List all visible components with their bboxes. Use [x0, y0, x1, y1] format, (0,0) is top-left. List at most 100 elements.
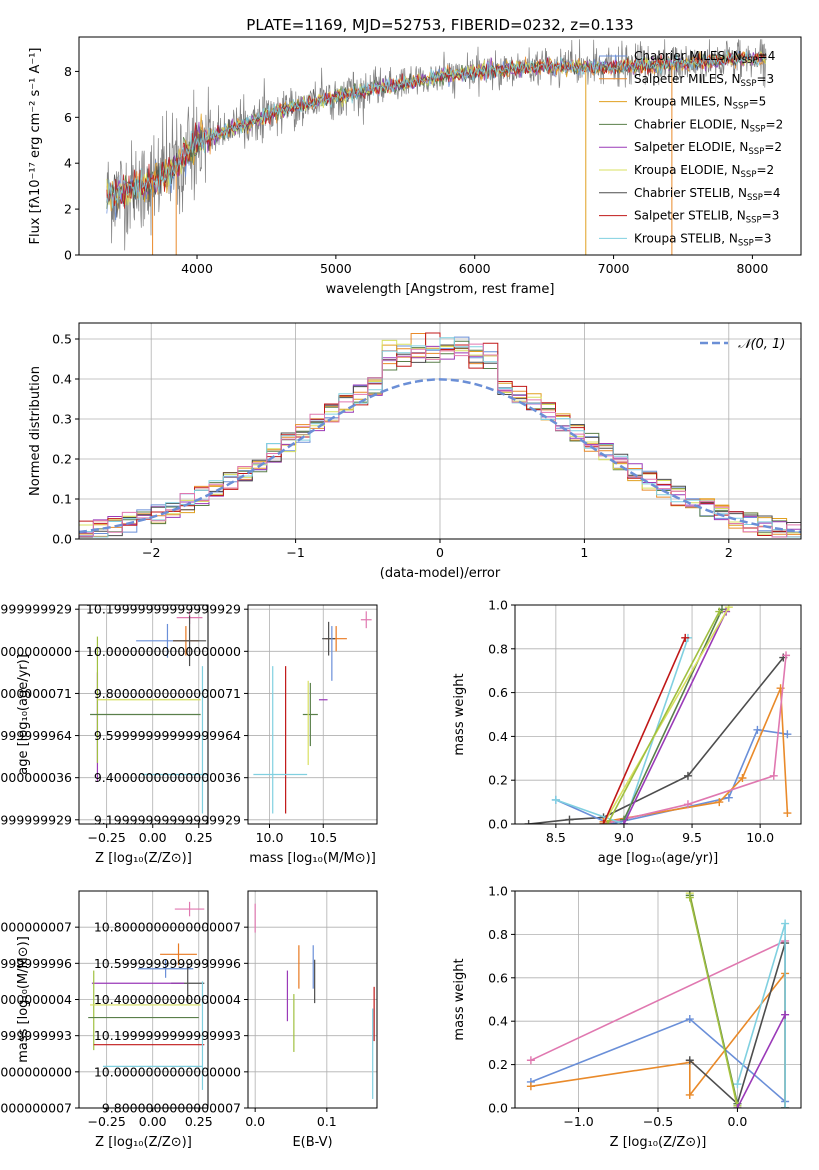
x-tick-label: 0.1: [317, 1114, 337, 1129]
series-marker: [733, 1104, 742, 1108]
y-axis-label: Flux [fλ10⁻¹⁷ erg cm⁻² s⁻¹ A⁻¹]: [28, 48, 43, 245]
y-tick-label: 0.2: [488, 1057, 508, 1072]
panel-mass_weight_vs_age: 8.5 9.0 9.5 10.0 0.0 0.2 0.4 0.6 0.8 1.0 age [log₁…: [452, 598, 802, 866]
y-tick-label: 0.4: [488, 729, 508, 744]
y-tick-label: 0.2: [488, 773, 508, 788]
x-tick-label: −1: [286, 545, 304, 560]
axes-frame: [247, 604, 378, 825]
y-tick-label: 0: [64, 248, 72, 263]
series-marker: [619, 820, 628, 824]
y-tick-label: 8: [64, 64, 72, 79]
plot-area: [253, 611, 372, 814]
y-tick-label: 10.19999999999999929: [86, 602, 241, 617]
series-marker: [603, 820, 612, 824]
y-tick-label: 9.19999999999999929: [94, 812, 241, 827]
x-tick-label: 0.25: [185, 1114, 213, 1129]
x-axis-label: Z [log₁₀(Z/Z⊙)]: [95, 1135, 192, 1150]
y-axis-label: mass weight: [452, 673, 467, 755]
mass-weight-series-line: [528, 657, 784, 824]
series-marker: [783, 809, 792, 818]
axes-frame: [78, 36, 802, 256]
x-tick-label: −0.25: [87, 830, 125, 845]
plot-area: [88, 901, 205, 1090]
legend-label: Chabrier MILES, NSSP=4: [634, 49, 775, 66]
y-tick-label: 9.59999999999999964: [94, 728, 241, 743]
x-tick-label: 2: [725, 545, 733, 560]
y-tick-label: 0.4: [52, 372, 72, 387]
y-axis-label: Normed distribution: [28, 366, 43, 496]
series-marker: [781, 1010, 790, 1019]
y-tick-label: 10.5999999999999996: [0, 956, 72, 971]
y-tick-label: 0.0: [488, 1101, 508, 1116]
x-tick-label: 5000: [320, 261, 352, 276]
y-tick-label: 10.0000000000000000: [0, 1064, 72, 1079]
panel-residual_histogram: 𝒩(0, 1) −2 −1 0 1 2 0.0 0.1 0.2 0.3 0.4 0.5 (data-mo…: [28, 322, 802, 581]
x-tick-label: −2: [142, 545, 160, 560]
x-tick-label: −0.25: [87, 1114, 125, 1129]
x-tick-label: 9.0: [614, 830, 634, 845]
y-axis-label: age [log₁₀(age/yr)]: [16, 654, 31, 775]
legend-label: Kroupa STELIB, NSSP=3: [634, 231, 772, 248]
y-tick-label: 0.8: [488, 927, 508, 942]
y-tick-label: 0.6: [488, 685, 508, 700]
y-tick-label: 9.40000000000000036: [0, 770, 72, 785]
x-tick-label: 0: [436, 545, 444, 560]
series-marker: [724, 605, 733, 612]
y-tick-label: 0.4: [488, 1014, 508, 1029]
legend-label: Salpeter ELODIE, NSSP=2: [634, 140, 782, 157]
panel-mass_vs_Z: −0.25 0.00 0.25 9.8000000000000007 10.000000…: [0, 890, 213, 1150]
series-marker: [715, 607, 724, 616]
y-tick-label: 0.2: [52, 452, 72, 467]
series-marker: [685, 1015, 694, 1024]
series-marker: [781, 1104, 790, 1108]
panel-age_vs_Z: −0.25 0.00 0.25 9.19999999999999929 9.400000…: [0, 602, 213, 866]
panel-age_vs_mass: 10.0 10.5 9.19999999999999929 9.40000000000…: [86, 602, 378, 866]
x-tick-label: 0.0: [727, 1114, 747, 1129]
x-axis-label: E(B-V): [292, 1135, 332, 1150]
x-tick-label: 10.5: [309, 830, 337, 845]
y-tick-label: 9.40000000000000036: [94, 770, 241, 785]
x-axis-label: Z [log₁₀(Z/Z⊙)]: [610, 1135, 707, 1150]
mass-weight-series-line: [603, 655, 787, 824]
y-tick-label: 9.80000000000000071: [0, 686, 72, 701]
panel-spectrum: Chabrier MILES, NSSP=4 Salpeter MILES, NS…: [28, 36, 802, 297]
y-tick-label: 10.5999999999999996: [94, 956, 241, 971]
y-tick-label: 1.0: [488, 598, 508, 613]
x-tick-label: 6000: [459, 261, 491, 276]
series-marker: [685, 1056, 694, 1065]
x-tick-label: 7000: [598, 261, 630, 276]
plots-layer: Chabrier MILES, NSSP=4 Salpeter MILES, NS…: [0, 36, 802, 1150]
axes-frame: [78, 604, 209, 825]
mass-weight-series-line: [623, 611, 727, 824]
y-tick-label: 10.4000000000000004: [94, 992, 241, 1007]
series-marker: [783, 730, 792, 739]
x-tick-label: 1: [580, 545, 588, 560]
y-tick-label: 1.0: [488, 884, 508, 899]
y-tick-label: 10.0000000000000000: [94, 1064, 241, 1079]
y-tick-label: 0.1: [52, 492, 72, 507]
axes-frame: [514, 604, 802, 825]
mass-weight-series-line: [602, 637, 686, 824]
series-marker: [526, 1056, 535, 1065]
x-tick-label: 10.0: [746, 830, 774, 845]
x-tick-label: 0.00: [139, 830, 167, 845]
series-marker: [683, 800, 692, 809]
y-tick-label: 10.8000000000000007: [94, 920, 241, 935]
plot-area: [90, 611, 208, 814]
model-spectrum-line: [106, 51, 766, 209]
legend-label: 𝒩(0, 1): [738, 337, 785, 352]
x-tick-label: 0.0: [245, 1114, 265, 1129]
y-tick-label: 9.80000000000000071: [94, 686, 241, 701]
x-tick-label: 8000: [736, 261, 768, 276]
figure-title: PLATE=1169, MJD=52753, FIBERID=0232, z=0…: [246, 16, 633, 34]
series-marker: [715, 798, 724, 807]
mass-weight-series-line: [689, 897, 739, 1106]
series-marker: [683, 771, 692, 780]
series-marker: [733, 1080, 742, 1089]
x-tick-label: 8.5: [546, 830, 566, 845]
legend-label: Kroupa MILES, NSSP=5: [634, 95, 766, 112]
y-axis-label: mass [log₁₀(M/M⊙)]: [16, 936, 31, 1063]
residual-histogram-step: [79, 343, 801, 538]
x-axis-label: (data-model)/error: [380, 566, 501, 581]
